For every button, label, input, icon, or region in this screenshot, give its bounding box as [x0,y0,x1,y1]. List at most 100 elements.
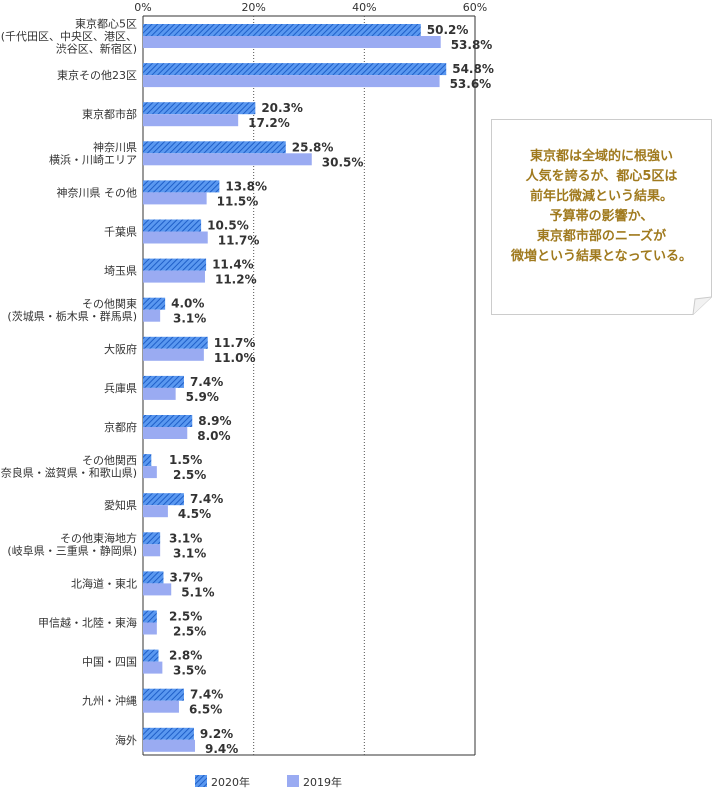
bar-2020 [143,336,208,349]
category-label: 九州・沖縄 [82,694,137,708]
category-label: 北海道・東北 [71,576,137,590]
note-line: 予算帯の影響か、 [549,209,654,224]
value-label-2020: 11.7% [214,336,256,350]
note-line: 前年比微減という結果。 [529,189,673,204]
category-label: 海外 [115,733,137,747]
value-label-2020: 13.8% [225,179,267,193]
value-label-2020: 11.4% [212,258,254,272]
category-label: 東京都心5区 [75,17,137,31]
tick-label: 20% [241,1,265,14]
bar-2019 [143,309,161,322]
category-label: (岐阜県・三重県・静岡県) [7,544,137,558]
legend-label-2020: 2020年 [211,775,250,789]
value-label-2020: 7.4% [190,492,223,506]
value-label-2019: 3.1% [173,312,206,326]
note-line: 東京都市部のニーズが [536,229,667,244]
note-box-shape [491,119,712,315]
category-label: 大阪府 [104,342,137,356]
bar-2019 [143,114,239,127]
bar-2019 [143,153,312,166]
value-label-2020: 50.2% [427,23,469,37]
bar-2020 [143,24,421,36]
bar-2020 [143,258,207,271]
value-label-2019: 17.2% [248,116,290,130]
value-label-2019: 3.5% [173,664,206,678]
bar-2020 [143,219,202,232]
value-label-2019: 11.7% [218,234,260,248]
bar-2019 [143,466,157,479]
bar-2020 [143,297,166,310]
value-label-2020: 2.5% [169,610,202,624]
value-label-2020: 25.8% [292,140,334,154]
x-axis-ticks: 0% 20% 40% 60% [134,1,487,14]
category-label: 埼玉県 [104,264,137,278]
value-labels: 50.2%53.8% 54.8%53.6% 20.3%17.2%25.8%30.5%… [169,23,494,756]
tick-label: 60% [463,1,487,14]
note-line: 人気を誇るが、都心5区は [525,169,678,184]
bar-2020 [143,649,159,662]
bar-2019 [143,36,441,48]
bar-2019 [143,348,204,361]
category-label: 京都府 [104,420,137,434]
bar-2020 [143,63,447,76]
category-label: その他関東 [82,297,137,310]
category-label: 甲信越・北陸・東海 [38,616,137,630]
bar-2020 [143,454,152,467]
bar-2019 [143,622,157,635]
value-label-2019: 2.5% [173,625,206,639]
category-label: 中国・四国 [82,656,137,669]
bar-2020 [143,375,184,388]
bar-2019 [143,544,161,557]
bar-2020 [143,610,157,623]
legend-swatch-2019 [287,775,299,787]
legend-swatch-2020 [195,775,207,787]
bar-2019 [143,661,163,674]
note-line: 東京都は全域的に根強い [529,149,673,164]
category-label: 渋谷区、新宿区) [56,42,137,56]
value-label-2019: 9.4% [205,742,238,756]
category-label: その他東海地方 [60,531,137,545]
value-label-2019: 3.1% [173,546,206,560]
bar-2019 [143,231,208,244]
category-label: (奈良県・滋賀県・和歌山県) [0,465,137,479]
bar-2019 [143,700,179,713]
value-label-2019: 5.9% [186,390,219,404]
value-label-2019: 5.1% [181,585,214,599]
category-label: 東京その他23区 [57,68,137,82]
category-label: 神奈川県 その他 [57,185,138,199]
bar-2020 [143,727,194,740]
bar-2020 [143,102,256,115]
bar-2020 [143,571,164,584]
value-label-2019: 2.5% [173,468,206,482]
category-label: (茨城県・栃木県・群馬県) [7,309,137,323]
bar-2019 [143,75,440,88]
tick-label: 40% [352,1,376,14]
bar-2020 [143,532,161,545]
value-label-2020: 3.1% [169,531,202,545]
bar-2020 [143,180,220,193]
bar-2019 [143,739,196,752]
value-label-2019: 53.6% [450,77,492,91]
bar-2020 [143,415,193,427]
bar-2019 [143,427,188,439]
bar-2019 [143,270,205,283]
tick-label: 0% [134,1,151,14]
value-label-2019: 4.5% [178,507,211,521]
category-labels: 東京都心5区(千代田区、中央区、港区、渋谷区、新宿区) 東京その他23区東京都市部… [0,17,137,747]
value-label-2020: 9.2% [200,727,233,741]
value-label-2020: 54.8% [452,62,494,76]
value-label-2020: 4.0% [171,297,204,311]
value-label-2020: 1.5% [169,453,202,467]
value-label-2020: 20.3% [261,101,303,115]
value-label-2020: 10.5% [207,219,249,233]
legend: 2020年 2019年 [195,775,342,789]
value-label-2019: 53.8% [451,38,493,52]
value-label-2020: 8.9% [198,414,231,428]
legend-label-2019: 2019年 [303,775,342,789]
category-label: 千葉県 [104,225,137,239]
value-label-2019: 30.5% [322,155,364,169]
bar-2020 [143,493,184,506]
bar-2019 [143,583,172,596]
bar-2019 [143,192,207,205]
category-label: その他関西 [82,454,137,467]
